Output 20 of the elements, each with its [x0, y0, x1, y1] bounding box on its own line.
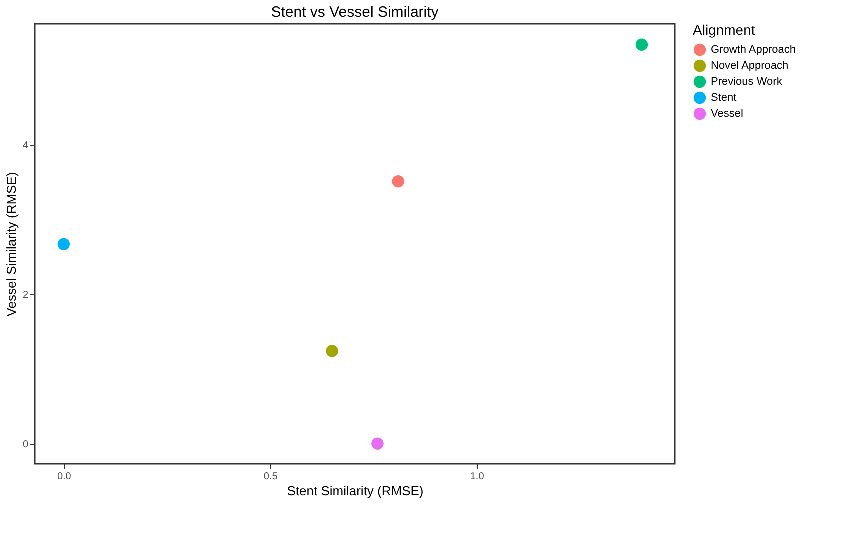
chart-title: Stent vs Vessel Similarity — [271, 4, 440, 21]
legend-label: Previous Work — [711, 76, 783, 88]
point — [372, 438, 384, 450]
y-axis-title: Vessel Similarity (RMSE) — [4, 172, 19, 317]
y-tick-label: 0 — [22, 439, 29, 450]
x-tick-label: 0.5 — [264, 472, 278, 482]
point — [326, 345, 338, 358]
legend-label: Stent — [711, 92, 737, 104]
legend-label: Novel Approach — [711, 60, 789, 72]
point — [636, 38, 648, 52]
point — [392, 176, 404, 188]
x-tick-label: 0.0 — [57, 472, 72, 482]
x-tick-label: 1.0 — [470, 472, 485, 482]
x-axis-title: Stent Similarity (RMSE) — [287, 484, 424, 498]
y-tick-label: 4 — [22, 140, 29, 152]
legend-label: Vessel — [711, 108, 744, 120]
y-tick-label: 2 — [22, 290, 29, 301]
point — [58, 238, 70, 250]
legend-title: Alignment — [693, 22, 756, 38]
legend-label: Growth Approach — [711, 44, 796, 56]
